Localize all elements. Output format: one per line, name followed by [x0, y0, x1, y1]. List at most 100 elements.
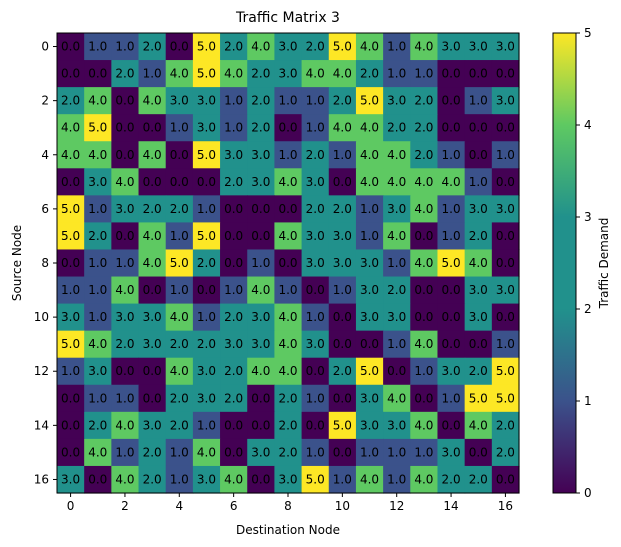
cell-value-label: 3.0 — [360, 310, 379, 324]
heatmap-cell — [111, 276, 140, 305]
heatmap-cell — [84, 168, 112, 196]
cell-value-label: 0.0 — [251, 202, 270, 216]
heatmap-cell — [138, 249, 167, 278]
heatmap-cell — [220, 303, 248, 332]
cell-value-label: 2.0 — [224, 175, 243, 189]
heatmap-cell — [301, 384, 330, 413]
cell-value-label: 5.0 — [306, 472, 325, 486]
x-tick-label: 0 — [67, 499, 75, 513]
cell-value-label: 0.0 — [251, 418, 270, 432]
cell-value-label: 1.0 — [224, 283, 243, 297]
heatmap-cell — [464, 33, 493, 61]
cell-value-label: 2.0 — [197, 256, 216, 270]
heatmap-cell — [57, 60, 85, 88]
heatmap-cell — [84, 33, 112, 61]
cell-value-label: 0.0 — [224, 445, 243, 459]
cell-value-label: 2.0 — [143, 472, 162, 486]
cell-value-label: 0.0 — [143, 121, 162, 135]
heatmap-cell — [274, 168, 303, 196]
cell-value-label: 4.0 — [414, 175, 433, 189]
cell-value-label: 2.0 — [496, 418, 515, 432]
cell-value-label: 0.0 — [278, 256, 297, 270]
cell-value-label: 3.0 — [197, 121, 216, 135]
heatmap-cell — [301, 411, 330, 440]
cell-value-label: 4.0 — [143, 94, 162, 108]
cell-value-label: 4.0 — [278, 310, 297, 324]
heatmap-cell — [220, 195, 248, 224]
cell-value-label: 1.0 — [333, 283, 352, 297]
cell-value-label: 1.0 — [88, 283, 107, 297]
cell-value-label: 4.0 — [387, 148, 406, 162]
heatmap-cell — [192, 114, 221, 142]
heatmap-cell — [355, 141, 384, 169]
heatmap-cell — [111, 60, 140, 88]
heatmap-cell — [84, 114, 112, 142]
heatmap-cell — [165, 438, 194, 467]
cell-value-label: 0.0 — [61, 445, 80, 459]
heatmap-cell — [464, 195, 493, 224]
cell-value-label: 4.0 — [278, 229, 297, 243]
heatmap-cell — [383, 357, 411, 386]
heatmap-cell — [383, 195, 411, 224]
cell-value-label: 3.0 — [469, 40, 488, 54]
heatmap-cell — [437, 357, 466, 386]
cell-value-label: 3.0 — [360, 256, 379, 270]
cell-value-label: 1.0 — [115, 256, 134, 270]
cell-value-label: 0.0 — [496, 310, 515, 324]
cell-value-label: 1.0 — [170, 445, 189, 459]
y-tick-label: 10 — [34, 310, 49, 324]
cell-value-label: 2.0 — [88, 418, 107, 432]
cell-value-label: 1.0 — [387, 337, 406, 351]
cell-value-label: 3.0 — [387, 94, 406, 108]
cell-value-label: 0.0 — [442, 121, 461, 135]
heatmap-cell — [57, 357, 85, 386]
heatmap-cell — [328, 276, 357, 305]
cell-value-label: 0.0 — [496, 67, 515, 81]
heatmap-cell — [165, 276, 194, 305]
cell-value-label: 0.0 — [333, 175, 352, 189]
x-tick-label: 4 — [175, 499, 183, 513]
cell-value-label: 1.0 — [88, 256, 107, 270]
heatmap-cell — [328, 357, 357, 386]
heatmap-cell — [274, 195, 303, 224]
heatmap-cell — [355, 303, 384, 332]
cell-value-label: 1.0 — [306, 94, 325, 108]
heatmap-cell — [274, 141, 303, 169]
heatmap-cell — [274, 384, 303, 413]
x-tick-label: 2 — [121, 499, 129, 513]
heatmap-cell — [355, 411, 384, 440]
heatmap-cell — [111, 168, 140, 196]
heatmap-cell — [138, 141, 167, 169]
heatmap-cell — [301, 276, 330, 305]
heatmap-cell — [355, 60, 384, 88]
heatmap-cell — [247, 465, 276, 494]
heatmap-cell — [84, 276, 112, 305]
cell-value-label: 4.0 — [333, 67, 352, 81]
cell-value-label: 0.0 — [143, 391, 162, 405]
cell-value-label: 0.0 — [278, 202, 297, 216]
cell-value-label: 5.0 — [360, 94, 379, 108]
cell-value-label: 0.0 — [143, 364, 162, 378]
heatmap-cell — [220, 114, 248, 142]
heatmap-cell — [165, 87, 194, 115]
cell-value-label: 0.0 — [278, 121, 297, 135]
cell-value-label: 2.0 — [88, 229, 107, 243]
heatmap-cell — [464, 357, 493, 386]
cell-value-label: 2.0 — [251, 121, 270, 135]
heatmap-cell — [192, 195, 221, 224]
cell-value-label: 3.0 — [442, 364, 461, 378]
cell-value-label: 0.0 — [442, 283, 461, 297]
heatmap-cell — [138, 222, 167, 251]
cell-value-label: 4.0 — [442, 175, 461, 189]
cell-value-label: 1.0 — [496, 337, 515, 351]
cell-value-label: 0.0 — [496, 175, 515, 189]
heatmap-cell — [355, 357, 384, 386]
colorbar-label: Traffic Demand — [597, 218, 611, 310]
cell-value-label: 3.0 — [251, 445, 270, 459]
cell-value-label: 2.0 — [224, 40, 243, 54]
cell-value-label: 3.0 — [88, 364, 107, 378]
cell-value-label: 3.0 — [496, 94, 515, 108]
heatmap-cell — [274, 87, 303, 115]
heatmap-cell — [301, 330, 330, 359]
